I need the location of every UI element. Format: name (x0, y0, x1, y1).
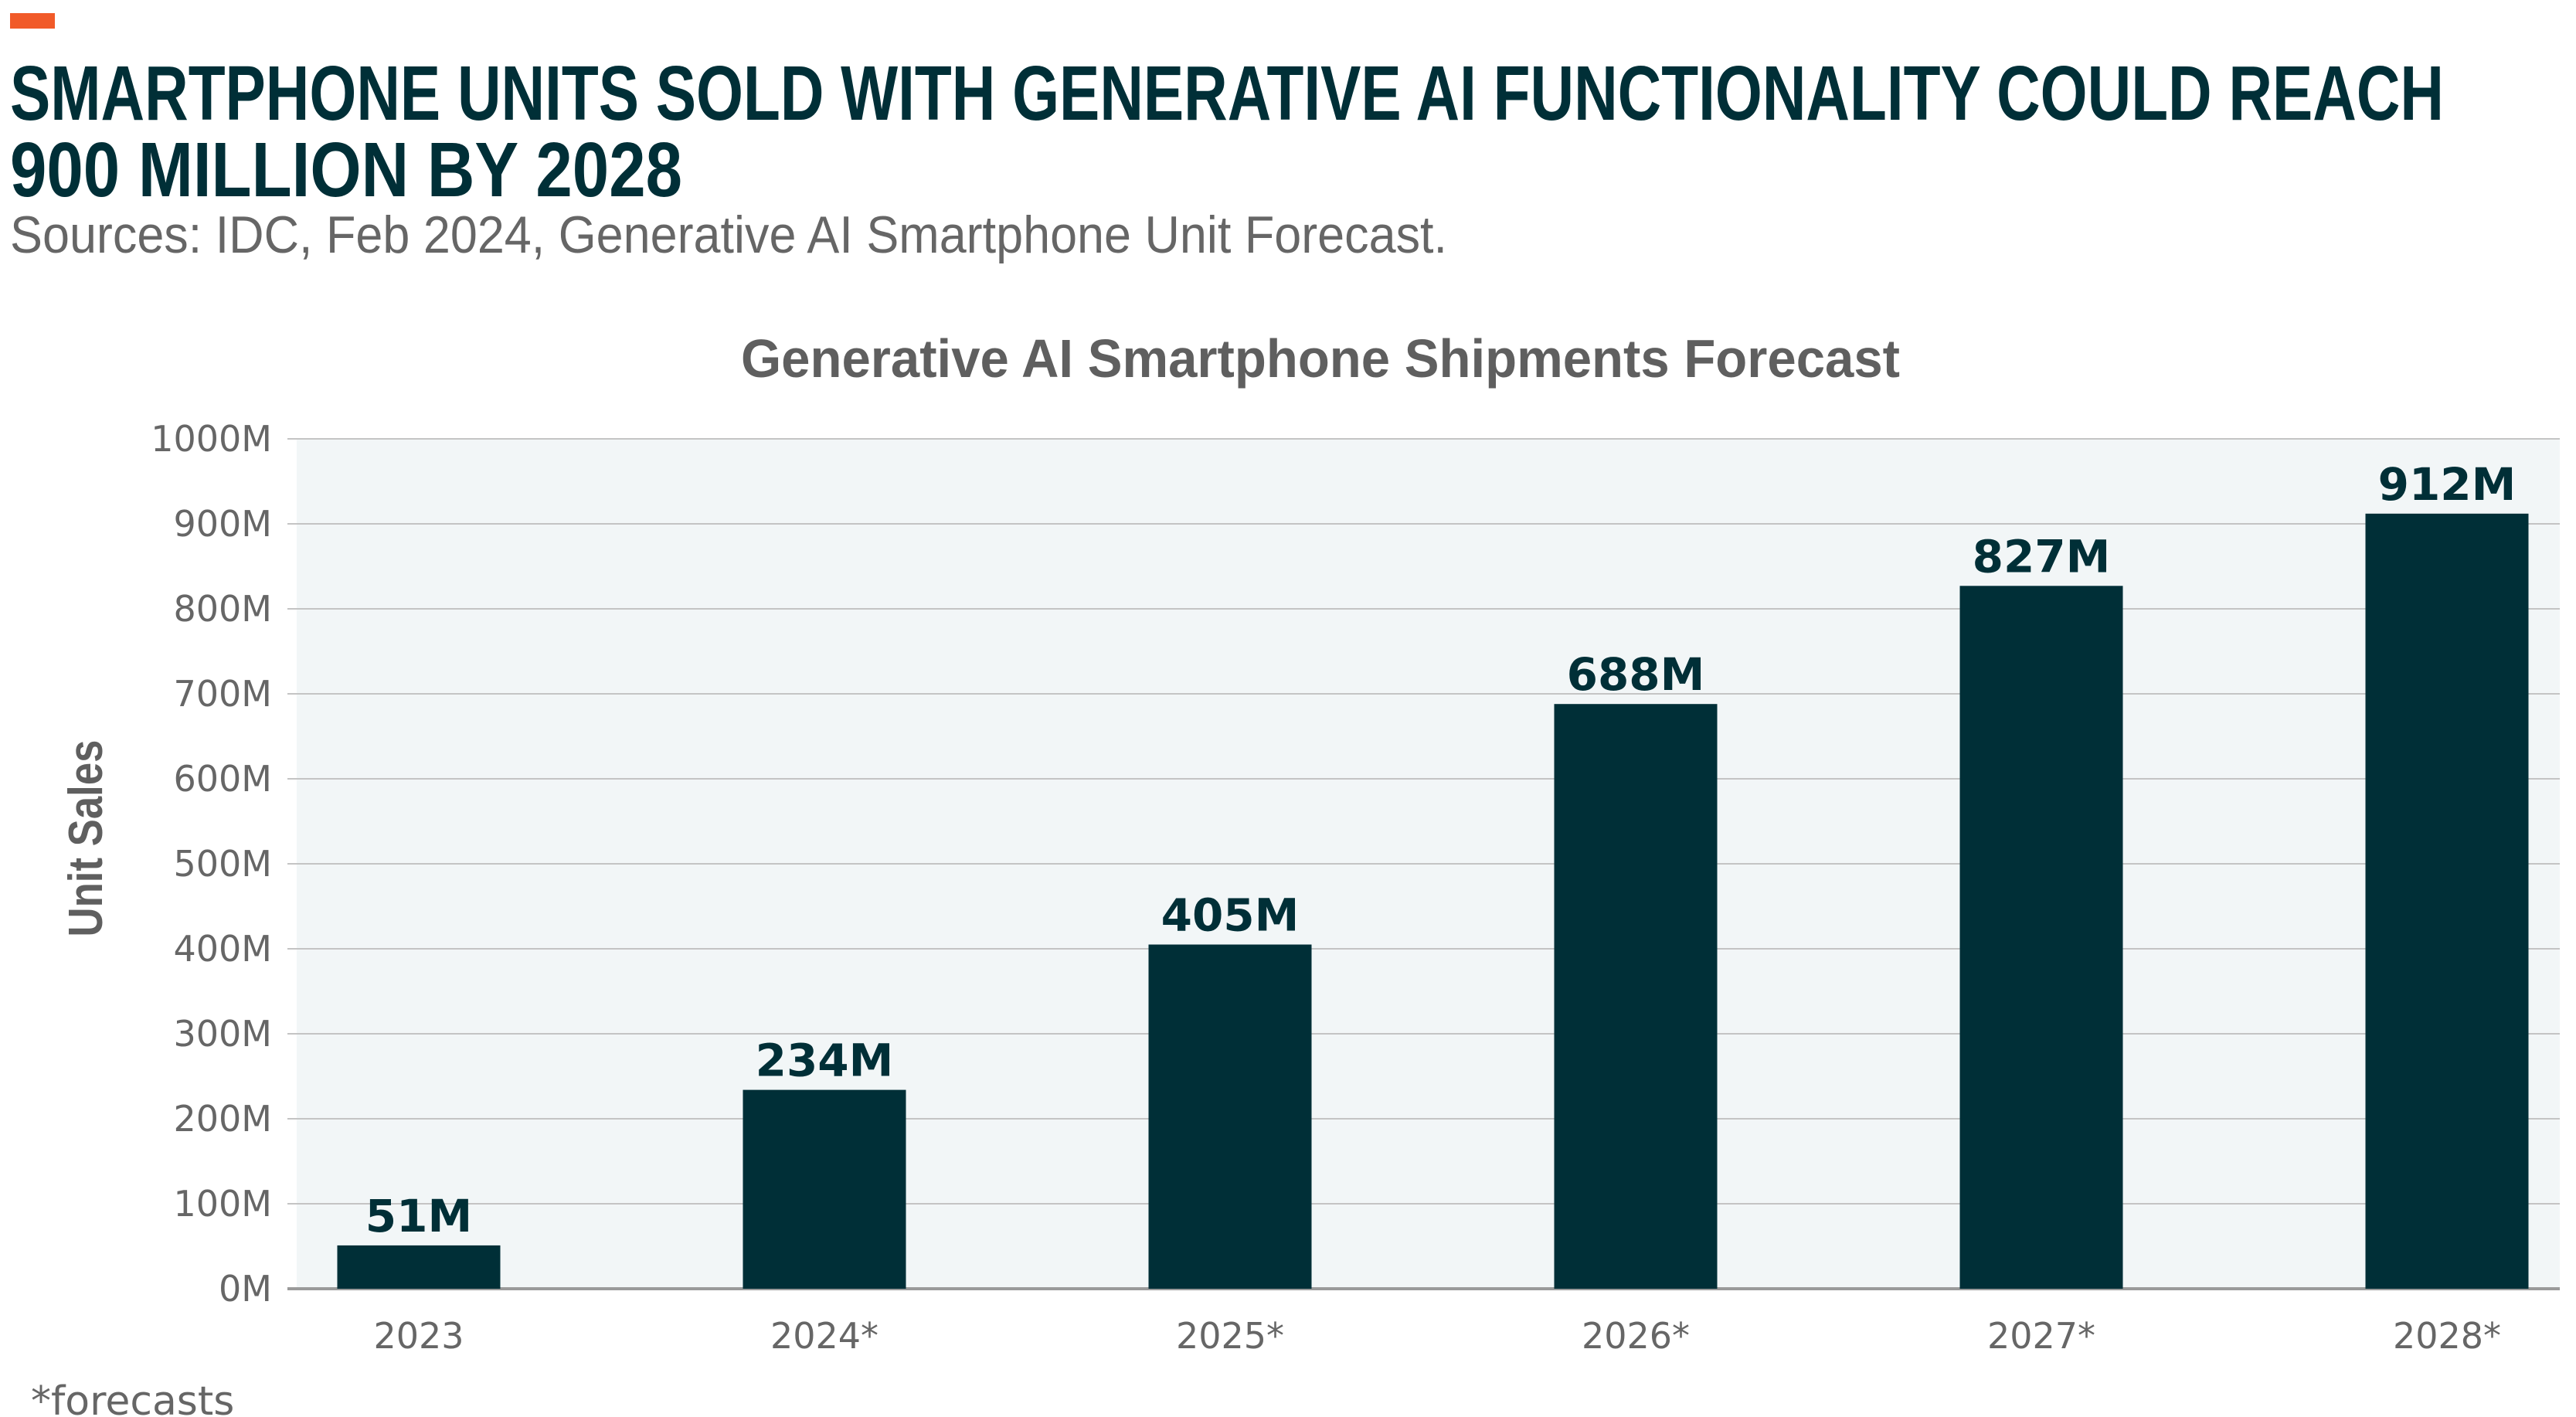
y-tick-label: 800M (174, 588, 273, 630)
bar (1959, 586, 2123, 1289)
y-axis-label: Unit Sales (59, 740, 113, 937)
x-tick-label: 2024* (770, 1315, 878, 1357)
bar (337, 1245, 501, 1289)
chart-title: Generative AI Smartphone Shipments Forec… (741, 328, 1900, 389)
y-tick-label: 900M (174, 503, 273, 545)
bar-value-label: 234M (756, 1035, 894, 1087)
y-tick-label: 600M (174, 758, 273, 800)
bars: 51M 234M 405M 688M 827M 912M (337, 458, 2529, 1289)
y-tick-label: 300M (174, 1013, 273, 1055)
y-tick-label: 200M (174, 1098, 273, 1140)
page-subtitle: Sources: IDC, Feb 2024, Generative AI Sm… (10, 206, 1447, 264)
y-tick-label: 0M (219, 1268, 272, 1310)
page-title-line1: SMARTPHONE UNITS SOLD WITH GENERATIVE AI… (10, 50, 2444, 137)
y-tick-label: 100M (174, 1183, 273, 1225)
x-tick-label: 2026* (1582, 1315, 1690, 1357)
bar-value-label: 912M (2378, 458, 2517, 511)
y-tick-label: 700M (174, 673, 273, 715)
gridlines (287, 438, 2560, 1290)
y-tick-label: 1000M (151, 418, 272, 460)
bar (1148, 944, 1312, 1289)
y-tick-label: 500M (174, 843, 273, 885)
x-axis-ticks: 2023 2024* 2025* 2026* 2027* 2028* (373, 1315, 2501, 1357)
bar-value-label: 688M (1567, 648, 1705, 701)
x-tick-label: 2028* (2393, 1315, 2501, 1357)
accent-bar (10, 13, 55, 29)
bar-value-label: 827M (1973, 530, 2111, 583)
x-tick-label: 2023 (373, 1315, 464, 1357)
x-tick-label: 2027* (1987, 1315, 2095, 1357)
bar-value-label: 51M (365, 1190, 472, 1242)
page-title-line2: 900 MILLION BY 2028 (10, 127, 682, 213)
footnote: *forecasts (31, 1378, 234, 1417)
y-tick-label: 400M (174, 928, 273, 970)
bar-value-label: 405M (1161, 889, 1300, 942)
bar (2365, 513, 2529, 1289)
bar (743, 1089, 906, 1289)
y-axis-ticks: 0M 100M 200M 300M 400M 500M 600M 700M 800M 900M 10… (151, 418, 272, 1310)
bar (1554, 704, 1718, 1289)
x-tick-label: 2025* (1176, 1315, 1284, 1357)
